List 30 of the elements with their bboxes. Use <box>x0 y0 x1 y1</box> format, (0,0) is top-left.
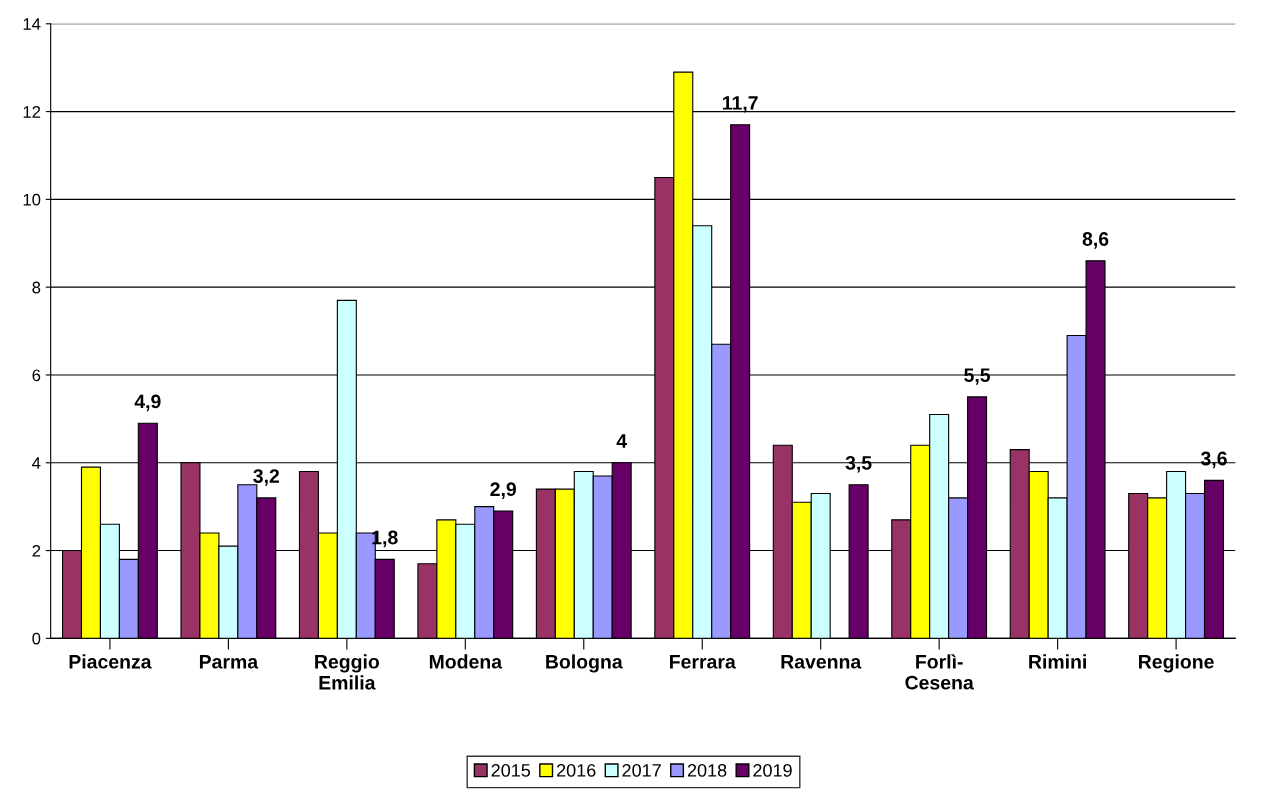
x-tick-label: Regione <box>1139 654 1214 673</box>
x-tick-label: Rimini <box>1029 654 1086 669</box>
y-tick-label: 8 <box>32 281 41 294</box>
data-label: 3,2 <box>253 469 280 486</box>
y-tick-label: 14 <box>23 18 41 30</box>
x-tick-label: Ferrara <box>670 655 736 669</box>
y-tick-label: 4 <box>32 457 41 469</box>
data-label: 8,6 <box>1082 232 1109 249</box>
x-tick-label: Forlì- Cesena <box>905 654 974 690</box>
x-tick-label: Reggio Emilia <box>315 654 380 690</box>
x-tick-label: Ravenna <box>781 655 862 669</box>
legend-label: 2019 <box>753 764 792 777</box>
data-label: 11,7 <box>722 96 758 113</box>
x-tick-label: Bologna <box>546 654 623 673</box>
y-tick-label: 6 <box>32 369 41 382</box>
x-tick-label: Parma <box>199 655 259 669</box>
legend-label: 2015 <box>491 764 531 777</box>
data-label: 4 <box>616 434 627 448</box>
data-label: 4,9 <box>134 394 161 412</box>
y-tick-label: 2 <box>32 544 41 557</box>
legend-label: 2018 <box>687 764 727 777</box>
y-tick-label: 0 <box>32 632 41 645</box>
y-tick-label: 12 <box>23 105 41 118</box>
y-tick-label: 10 <box>23 193 41 206</box>
x-tick-label: Piacenza <box>69 654 152 669</box>
legend-label: 2016 <box>557 764 596 777</box>
x-tick-label: Modena <box>429 654 503 669</box>
legend-label: 2017 <box>622 764 661 777</box>
data-label: 2,9 <box>490 482 517 499</box>
data-label: 5,5 <box>964 368 991 385</box>
